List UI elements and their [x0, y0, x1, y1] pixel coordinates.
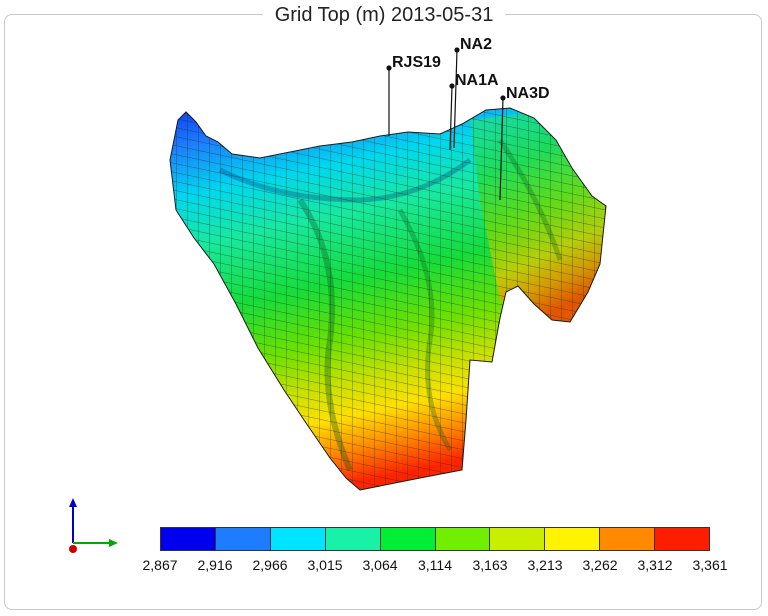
color-legend-tick-label: 3,015 [307, 557, 343, 573]
color-legend-swatch-3 [325, 528, 381, 550]
color-legend-tick-label: 3,163 [472, 557, 508, 573]
well-na2-marker [454, 47, 460, 53]
color-legend-ticks: 2,867 2,916 2,966 3,015 3,064 3,114 3,163 3,213… [142, 557, 727, 577]
color-legend-tick-label: 3,262 [582, 557, 618, 573]
color-legend-tick-label: 3,312 [637, 557, 673, 573]
color-legend-tick-label: 2,916 [197, 557, 233, 573]
color-legend-swatch-5 [435, 528, 491, 550]
plot-title-text: Grid Top (m) 2013-05-31 [262, 4, 506, 26]
triad-x-arrow [109, 539, 118, 547]
well-na3d-marker [500, 95, 506, 101]
well-na2-trajectory [453, 49, 458, 149]
color-legend-swatch-2 [270, 528, 326, 550]
grid-surface [170, 108, 606, 490]
color-legend-bar [160, 527, 710, 551]
color-legend-swatch-8 [600, 528, 656, 550]
color-legend-swatch-6 [490, 528, 546, 550]
color-legend-tick-label: 2,867 [142, 557, 178, 573]
color-legend-swatch-7 [545, 528, 601, 550]
well-na1a-marker [449, 83, 455, 89]
color-legend-swatch-0 [161, 528, 216, 550]
color-legend-tick-label: 3,064 [362, 557, 398, 573]
plot-title: Grid Top (m) 2013-05-31 [0, 2, 768, 28]
triad-origin [69, 545, 77, 553]
color-legend-tick-label: 3,114 [418, 557, 452, 573]
color-legend-tick-label: 3,213 [527, 557, 563, 573]
well-na3d-trajectory [499, 97, 504, 201]
color-legend-tick-label: 2,966 [252, 557, 288, 573]
well-label-na2[interactable]: NA2 [460, 36, 493, 53]
color-legend-swatch-4 [380, 528, 436, 550]
well-rjs19-marker [386, 65, 392, 71]
well-label-na1a[interactable]: NA1A [455, 72, 499, 89]
triad-y-arrow [69, 498, 77, 507]
color-legend-swatch-9 [655, 528, 710, 550]
well-trajectories [386, 47, 506, 201]
color-legend-tick-label: 3,361 [692, 557, 728, 573]
well-label-na3d[interactable]: NA3D [506, 85, 550, 102]
well-na1a-trajectory [449, 85, 453, 151]
color-legend-swatch-1 [215, 528, 271, 550]
axes-triad[interactable] [55, 495, 125, 560]
well-label-rjs19[interactable]: RJS19 [392, 54, 441, 71]
